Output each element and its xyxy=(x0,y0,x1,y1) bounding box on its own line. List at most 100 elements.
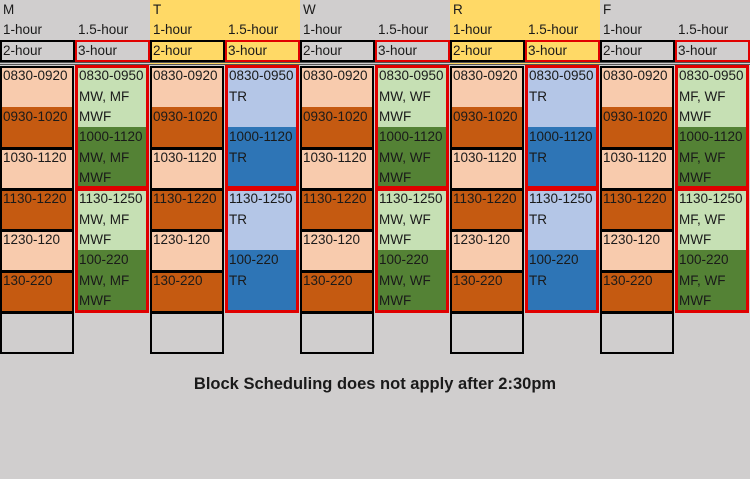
slot-time: 100-220 xyxy=(679,252,729,267)
one-and-half-hour-slot: 1130-1250 MW, MF MWF xyxy=(77,189,148,250)
one-hour-slot: 0830-0920 xyxy=(301,66,373,107)
day-letter: M xyxy=(3,2,15,17)
slot-time: 100-220 xyxy=(79,252,129,267)
one-hour-slot: 0830-0920 xyxy=(151,66,223,107)
slot-days: MW, WF xyxy=(379,88,431,104)
empty-slot-box xyxy=(0,312,74,354)
one-and-half-hour-slot: 1000-1120 MW, WF MWF xyxy=(377,127,448,189)
slot-time: 0830-0950 xyxy=(229,68,294,83)
one-and-half-hour-slot: 1130-1250 MF, WF MWF xyxy=(677,189,748,250)
one-hour-slot: 1030-1120 xyxy=(601,148,673,189)
slot-time: 1130-1250 xyxy=(79,191,143,206)
one-hour-slot: 1130-1220 xyxy=(1,189,73,230)
one-hour-label: 1-hour xyxy=(153,22,193,37)
empty-slot-box xyxy=(600,312,674,354)
one-hour-slot: 1130-1220 xyxy=(151,189,223,230)
slot-time: 0830-0950 xyxy=(529,68,594,83)
one-and-half-hour-label: 1.5-hour xyxy=(678,22,729,37)
two-hour-label: 2-hour xyxy=(600,40,675,62)
one-hour-slot: 0930-1020 xyxy=(601,107,673,148)
three-hour-label: 3-hour xyxy=(525,40,600,62)
slot-days: MW, WF xyxy=(379,149,431,165)
three-hour-label: 3-hour xyxy=(75,40,150,62)
one-hour-slot: 1230-120 xyxy=(601,230,673,271)
slot-time: 0830-0950 xyxy=(679,68,744,83)
slot-days: MW, MF xyxy=(79,211,130,227)
slot-days: TR xyxy=(229,88,247,104)
slot-time: 1000-1120 xyxy=(379,129,443,144)
two-hour-label: 2-hour xyxy=(0,40,75,62)
one-hour-slot: 1230-120 xyxy=(301,230,373,271)
slot-time: 1130-1250 xyxy=(529,191,593,206)
slot-days: TR xyxy=(529,272,547,288)
two-hour-label: 2-hour xyxy=(300,40,375,62)
slot-days: MWF xyxy=(679,109,712,124)
one-hour-slot: 1030-1120 xyxy=(1,148,73,189)
slot-time: 1130-1250 xyxy=(229,191,293,206)
slot-time: 100-220 xyxy=(379,252,429,267)
slot-days: MF, WF xyxy=(679,149,726,165)
empty-slot-box xyxy=(450,312,524,354)
slot-days: TR xyxy=(229,272,247,288)
one-and-half-hour-slot: 0830-0950 MW, MF MWF xyxy=(77,66,148,127)
one-hour-slot: 130-220 xyxy=(451,271,523,312)
slot-days: MWF xyxy=(79,232,112,247)
one-hour-slot: 130-220 xyxy=(1,271,73,312)
one-and-half-hour-slot: 100-220 MF, WF MWF xyxy=(677,250,748,312)
day-letter: R xyxy=(453,2,463,17)
slot-days: MWF xyxy=(79,170,112,185)
slot-time: 1000-1120 xyxy=(529,129,593,144)
one-and-half-hour-slot: 100-220 TR xyxy=(227,250,298,312)
one-hour-slot: 0830-0920 xyxy=(1,66,73,107)
slot-days: MF, WF xyxy=(679,272,726,288)
one-hour-slot: 0930-1020 xyxy=(451,107,523,148)
one-hour-slot: 1130-1220 xyxy=(451,189,523,230)
one-and-half-hour-slot: 1000-1120 TR xyxy=(527,127,598,189)
slot-days: MWF xyxy=(79,109,112,124)
slot-time: 1000-1120 xyxy=(79,129,143,144)
three-hour-label: 3-hour xyxy=(375,40,450,62)
header-divider xyxy=(0,62,750,65)
one-hour-slot: 0830-0920 xyxy=(601,66,673,107)
one-and-half-hour-slot: 100-220 TR xyxy=(527,250,598,312)
one-and-half-hour-slot: 100-220 MW, WF MWF xyxy=(377,250,448,312)
slot-time: 100-220 xyxy=(529,252,579,267)
empty-slot-box xyxy=(300,312,374,354)
slot-days: MWF xyxy=(679,293,712,308)
one-and-half-hour-slot: 0830-0950 MF, WF MWF xyxy=(677,66,748,127)
one-hour-slot: 1130-1220 xyxy=(601,189,673,230)
one-hour-slot: 1030-1120 xyxy=(451,148,523,189)
one-and-half-hour-label: 1.5-hour xyxy=(78,22,129,37)
three-hour-label: 3-hour xyxy=(225,40,300,62)
slot-time: 0830-0950 xyxy=(379,68,444,83)
one-and-half-hour-label: 1.5-hour xyxy=(228,22,279,37)
footer-note: Block Scheduling does not apply after 2:… xyxy=(193,375,557,393)
slot-days: TR xyxy=(229,211,247,227)
slot-time: 1000-1120 xyxy=(679,129,743,144)
slot-time: 1130-1250 xyxy=(679,191,743,206)
slot-days: MW, WF xyxy=(379,272,431,288)
one-and-half-hour-slot: 0830-0950 TR xyxy=(527,66,598,127)
slot-days: MWF xyxy=(679,232,712,247)
one-hour-slot: 1030-1120 xyxy=(151,148,223,189)
slot-days: MWF xyxy=(379,293,412,308)
one-hour-slot: 130-220 xyxy=(301,271,373,312)
slot-days: MWF xyxy=(679,170,712,185)
empty-slot-box xyxy=(150,312,224,354)
slot-days: MWF xyxy=(379,232,412,247)
slot-days: MWF xyxy=(379,170,412,185)
slot-time: 0830-0950 xyxy=(79,68,144,83)
one-and-half-hour-label: 1.5-hour xyxy=(528,22,579,37)
one-hour-label: 1-hour xyxy=(603,22,643,37)
two-hour-label: 2-hour xyxy=(150,40,225,62)
one-hour-label: 1-hour xyxy=(303,22,343,37)
one-hour-slot: 1030-1120 xyxy=(301,148,373,189)
day-letter: T xyxy=(153,2,162,17)
one-and-half-hour-slot: 100-220 MW, MF MWF xyxy=(77,250,148,312)
three-hour-label: 3-hour xyxy=(675,40,750,62)
slot-days: TR xyxy=(529,149,547,165)
slot-days: MF, WF xyxy=(679,211,726,227)
one-and-half-hour-slot: 1130-1250 TR xyxy=(227,189,298,250)
day-letter: F xyxy=(603,2,612,17)
one-hour-slot: 1130-1220 xyxy=(301,189,373,230)
